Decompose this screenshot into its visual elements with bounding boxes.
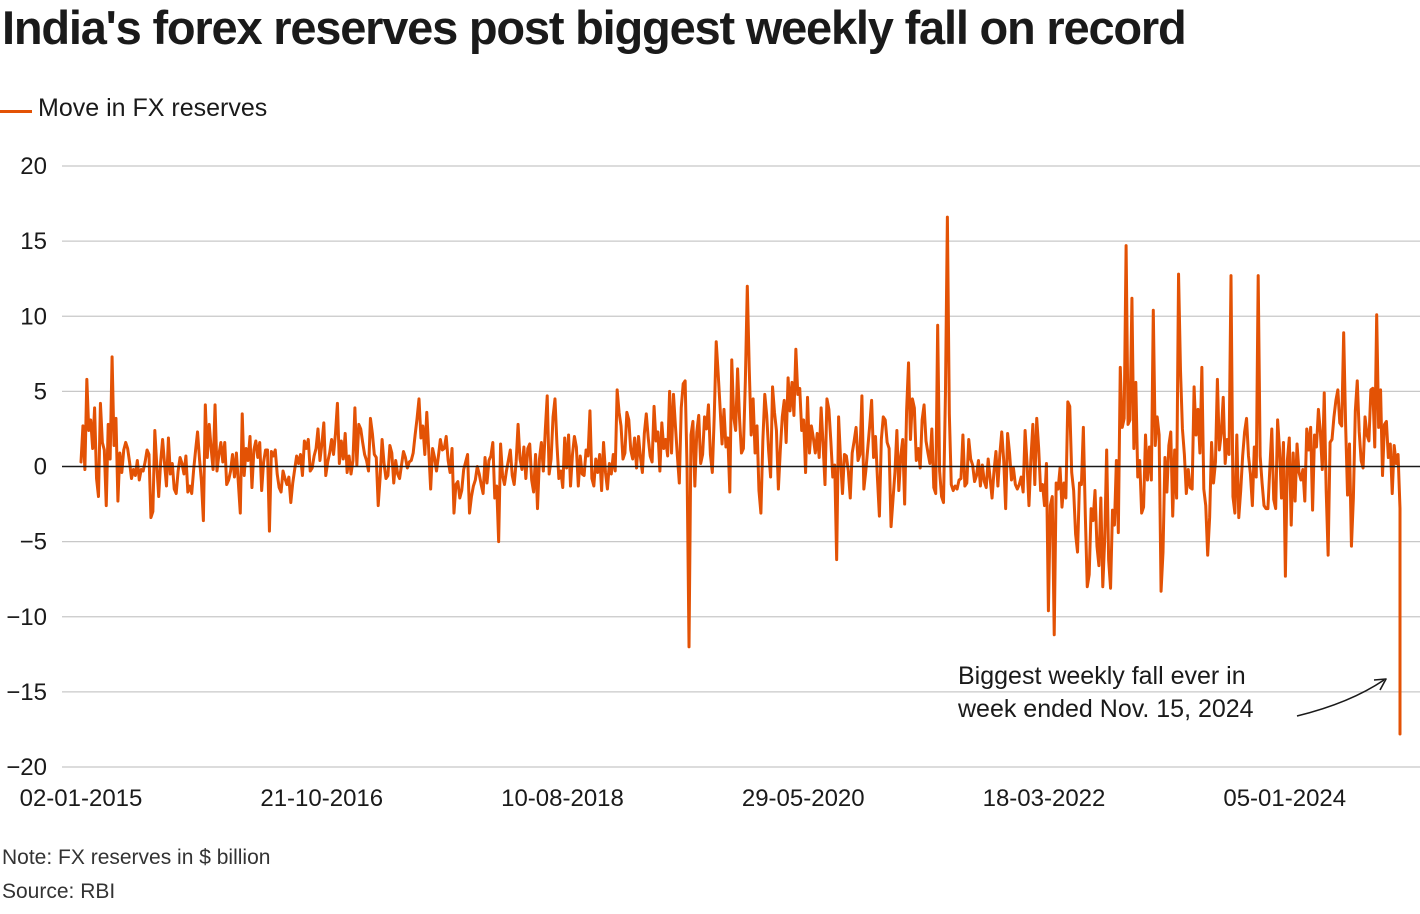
y-tick-label: 20 [20,153,47,180]
y-tick-label: −20 [6,754,47,781]
legend-swatch [0,110,32,113]
chart-source: Source: RBI [2,880,116,903]
y-tick-label: 0 [34,454,47,481]
x-tick-label: 10-08-2018 [501,785,624,812]
y-tick-label: 15 [20,228,47,255]
annotation-text: week ended Nov. 15, 2024 [957,695,1254,723]
annotation-text: Biggest weekly fall ever in [958,662,1246,690]
y-tick-label: −10 [6,604,47,631]
annotation-arrowhead [1373,678,1387,691]
y-tick-label: −5 [20,529,47,556]
y-tick-label: 5 [34,378,47,405]
x-tick-label: 21-10-2016 [260,785,383,812]
y-tick-label: −15 [6,679,47,706]
series-line-fx-reserves [79,215,1402,736]
annotation-arrow [1296,679,1385,717]
x-tick-label: 05-01-2024 [1223,785,1346,812]
legend-label: Move in FX reserves [38,94,268,122]
y-tick-label: 10 [20,303,47,330]
x-tick-label: 02-01-2015 [20,785,143,812]
chart-note: Note: FX reserves in $ billion [2,846,271,869]
x-tick-label: 18-03-2022 [983,785,1106,812]
chart-title: India's forex reserves post biggest week… [2,1,1187,54]
chart-legend: Move in FX reserves [0,94,267,123]
x-tick-label: 29-05-2020 [742,785,865,812]
